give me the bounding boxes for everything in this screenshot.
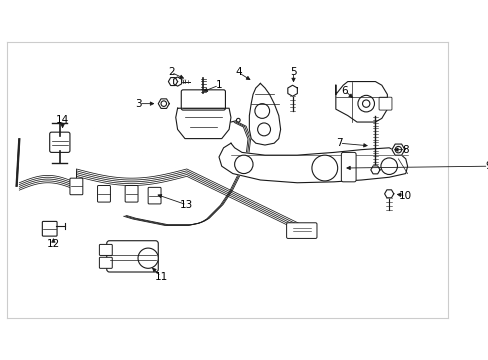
- Polygon shape: [158, 99, 169, 108]
- FancyBboxPatch shape: [148, 187, 161, 204]
- Circle shape: [357, 95, 374, 112]
- Text: 1: 1: [215, 80, 222, 90]
- Circle shape: [362, 100, 369, 107]
- FancyBboxPatch shape: [341, 152, 355, 182]
- Text: 3: 3: [135, 99, 142, 109]
- Text: 14: 14: [56, 115, 69, 125]
- Circle shape: [236, 118, 240, 122]
- FancyBboxPatch shape: [97, 185, 110, 202]
- Text: 4: 4: [235, 67, 241, 77]
- Circle shape: [311, 155, 337, 181]
- FancyBboxPatch shape: [106, 241, 158, 272]
- FancyBboxPatch shape: [378, 97, 391, 110]
- Polygon shape: [391, 144, 404, 155]
- Circle shape: [254, 104, 269, 118]
- Text: 11: 11: [154, 271, 167, 282]
- FancyBboxPatch shape: [70, 178, 82, 195]
- FancyBboxPatch shape: [50, 132, 70, 152]
- Text: 9: 9: [484, 161, 488, 171]
- Polygon shape: [168, 77, 177, 86]
- Circle shape: [380, 158, 397, 175]
- Polygon shape: [219, 143, 407, 183]
- Text: 7: 7: [336, 138, 342, 148]
- Text: 5: 5: [289, 67, 296, 77]
- Polygon shape: [173, 77, 181, 86]
- FancyBboxPatch shape: [99, 244, 112, 256]
- FancyBboxPatch shape: [286, 223, 316, 238]
- Polygon shape: [384, 190, 393, 198]
- Circle shape: [161, 101, 166, 107]
- FancyBboxPatch shape: [42, 221, 57, 236]
- FancyBboxPatch shape: [99, 257, 112, 268]
- FancyBboxPatch shape: [125, 185, 138, 202]
- Text: 12: 12: [47, 239, 60, 249]
- Text: 13: 13: [180, 200, 193, 210]
- Circle shape: [138, 248, 158, 268]
- Polygon shape: [249, 84, 280, 145]
- Text: 6: 6: [341, 86, 347, 96]
- Circle shape: [394, 147, 401, 153]
- Polygon shape: [287, 85, 297, 96]
- Circle shape: [234, 155, 252, 174]
- FancyBboxPatch shape: [181, 90, 225, 110]
- Polygon shape: [175, 108, 230, 139]
- Polygon shape: [335, 82, 386, 122]
- Text: 10: 10: [398, 191, 411, 201]
- Polygon shape: [370, 166, 379, 174]
- Circle shape: [257, 123, 270, 136]
- Text: 2: 2: [167, 67, 174, 77]
- Text: 8: 8: [402, 145, 408, 155]
